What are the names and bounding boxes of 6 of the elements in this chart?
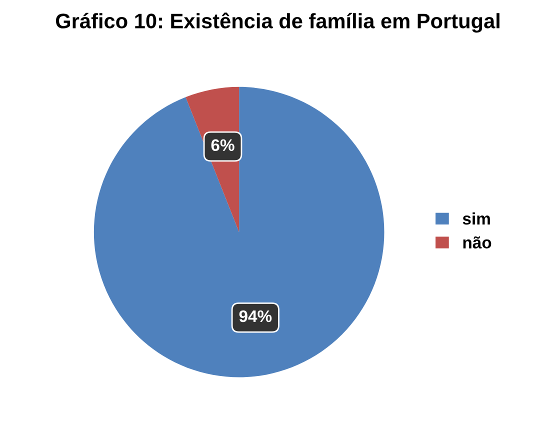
data-label: 94%: [239, 310, 272, 322]
chart-title: Gráfico 10: Existência de família em Portugal: [56, 12, 500, 33]
legend-label: sim: [462, 212, 490, 225]
pie-slice: [94, 86, 384, 378]
legend-label: não: [463, 236, 492, 249]
data-label: 6%: [211, 139, 234, 152]
